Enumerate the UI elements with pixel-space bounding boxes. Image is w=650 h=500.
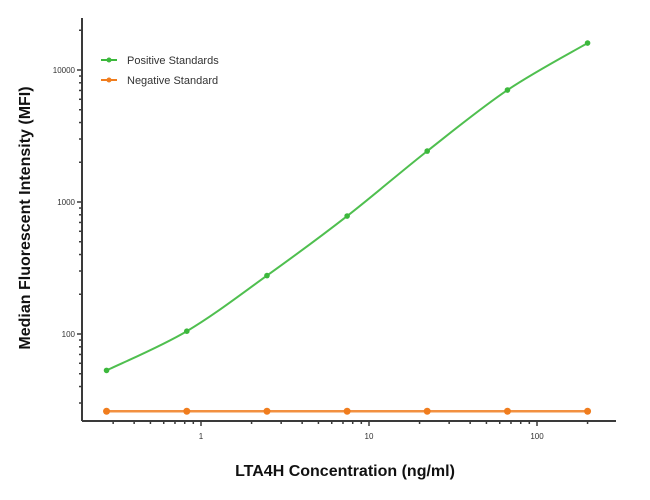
series-negative-standard bbox=[103, 407, 592, 415]
legend-swatch-marker bbox=[106, 77, 112, 83]
legend-item: Negative Standard bbox=[101, 75, 218, 87]
x-axis-title: LTA4H Concentration (ng/ml) bbox=[235, 463, 455, 480]
legend-swatch-marker bbox=[106, 57, 112, 63]
data-point bbox=[343, 407, 351, 415]
legend-label: Negative Standard bbox=[127, 75, 218, 87]
y-tick-label: 100 bbox=[62, 330, 76, 339]
y-axis: 100 1000 10000 bbox=[53, 18, 83, 421]
data-point bbox=[103, 367, 110, 374]
data-point bbox=[424, 148, 430, 154]
legend: Positive Standards Negative Standard bbox=[101, 55, 219, 87]
x-tick-label: 100 bbox=[530, 432, 544, 441]
x-tick-label: 10 bbox=[365, 432, 374, 441]
series-line bbox=[106, 42, 589, 372]
data-point bbox=[504, 87, 511, 93]
y-tick-label: 10000 bbox=[53, 66, 76, 75]
x-axis: 1 10 100 bbox=[82, 420, 616, 441]
legend-label: Positive Standards bbox=[127, 55, 219, 67]
series-layer bbox=[103, 40, 592, 415]
data-point bbox=[584, 407, 592, 415]
data-point bbox=[103, 407, 111, 415]
y-tick-label: 1000 bbox=[57, 198, 75, 207]
data-point bbox=[183, 407, 191, 415]
y-axis-title: Median Fluorescent Intensity (MFI) bbox=[17, 86, 34, 349]
data-point bbox=[503, 407, 511, 415]
data-point bbox=[344, 213, 350, 219]
data-point bbox=[183, 328, 190, 335]
data-point bbox=[584, 40, 591, 46]
data-point bbox=[264, 272, 270, 279]
data-point bbox=[263, 407, 271, 415]
data-point bbox=[423, 407, 431, 415]
legend-item: Positive Standards bbox=[101, 55, 219, 67]
x-tick-label: 1 bbox=[199, 432, 204, 441]
series-positive-standards bbox=[103, 40, 591, 374]
